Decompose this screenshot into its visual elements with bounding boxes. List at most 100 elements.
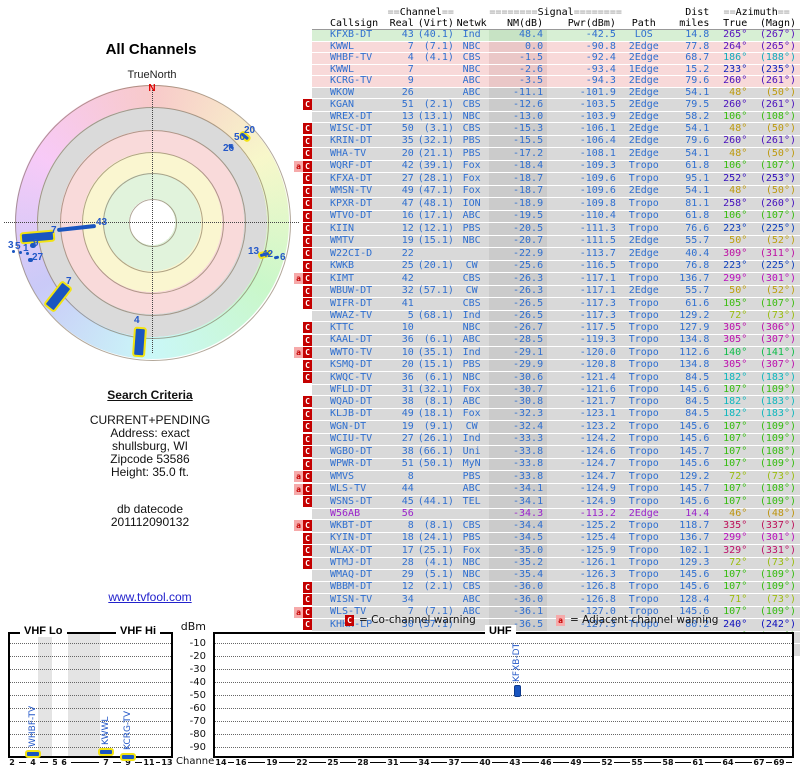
callsign-cell[interactable]: WHBF-TV xyxy=(312,52,388,65)
virtual-channel-cell: (66.1) xyxy=(413,445,454,459)
real-channel-cell: 25 xyxy=(387,260,414,273)
azimuth-magn-cell: (50°) xyxy=(747,87,800,99)
azimuth-true-cell: 264° xyxy=(713,41,748,53)
callsign-cell[interactable]: KGAN xyxy=(312,98,388,112)
warning-markers: C xyxy=(294,581,312,594)
callsign-cell[interactable]: WIFR-DT xyxy=(312,297,388,311)
noise-margin-cell: -2.6 xyxy=(489,64,548,76)
callsign-cell[interactable]: WWAZ-TV xyxy=(312,310,388,322)
callsign-cell[interactable]: KIMT xyxy=(312,272,388,286)
callsign-cell[interactable]: WFLD-DT xyxy=(312,384,388,396)
channel-axis-line xyxy=(10,762,172,763)
callsign-cell[interactable]: WPWR-DT xyxy=(312,458,388,471)
real-channel-cell: 20 xyxy=(387,147,414,161)
virtual-channel-cell: (3.1) xyxy=(413,122,454,136)
callsign-cell[interactable]: KLJB-DT xyxy=(312,408,388,421)
callsign-cell[interactable]: KFXA-DT xyxy=(312,172,388,186)
callsign-cell[interactable]: WLAX-DT xyxy=(312,544,388,558)
path-cell: 2Edge xyxy=(621,508,666,520)
callsign-cell[interactable]: KWKB xyxy=(312,260,388,273)
callsign-cell[interactable]: WMAQ-DT xyxy=(312,569,388,582)
noise-margin-cell: -20.7 xyxy=(489,235,548,248)
azimuth-true-cell: 71° xyxy=(713,593,748,607)
callsign-cell[interactable]: WGN-DT xyxy=(312,420,388,434)
callsign-cell[interactable]: W56AB xyxy=(312,508,388,520)
azimuth-true-cell: 252° xyxy=(713,172,748,186)
callsign-cell[interactable]: WLS-TV xyxy=(312,483,388,496)
callsign-cell[interactable]: WBUW-DT xyxy=(312,285,388,298)
distance-cell: 127.9 xyxy=(665,321,714,335)
noise-margin-cell: -30.7 xyxy=(489,384,548,396)
azimuth-magn-cell: (50°) xyxy=(747,185,800,198)
dbm-axis-label: dBm xyxy=(180,620,206,633)
distance-cell: 128.4 xyxy=(665,593,714,607)
callsign-cell[interactable]: WQRF-DT xyxy=(312,160,388,173)
callsign-cell[interactable]: KAAL-DT xyxy=(312,334,388,347)
power-cell: -117.1 xyxy=(547,272,622,286)
callsign-cell[interactable]: KRIN-DT xyxy=(312,135,388,148)
callsign-cell[interactable]: WTMJ-DT xyxy=(312,557,388,570)
power-cell: -120.0 xyxy=(547,346,622,360)
callsign-cell[interactable]: WQAD-DT xyxy=(312,395,388,409)
distance-cell: 118.7 xyxy=(665,519,714,533)
network-cell xyxy=(453,247,490,261)
callsign-cell[interactable]: WSNS-DT xyxy=(312,495,388,509)
callsign-cell[interactable]: WREX-DT xyxy=(312,111,388,123)
warning-markers: C xyxy=(294,172,312,186)
callsign-cell[interactable]: WKOW xyxy=(312,87,388,99)
callsign-cell[interactable]: KYIN-DT xyxy=(312,532,388,545)
callsign-cell[interactable]: WMTV xyxy=(312,235,388,248)
callsign-cell[interactable]: KWWL xyxy=(312,41,388,53)
callsign-cell[interactable]: WGBO-DT xyxy=(312,445,388,459)
callsign-cell[interactable]: WISN-TV xyxy=(312,593,388,607)
callsign-cell[interactable]: KWWL xyxy=(312,64,388,76)
azimuth-true-cell: 260° xyxy=(713,135,748,148)
callsign-cell[interactable]: WMSN-TV xyxy=(312,185,388,198)
callsign-cell[interactable]: KPXR-DT xyxy=(312,197,388,211)
azimuth-magn-cell: (108°) xyxy=(747,483,800,496)
power-cell: -125.2 xyxy=(547,519,622,533)
path-cell: Tropo xyxy=(621,445,666,459)
callsign-cell[interactable]: WISC-DT xyxy=(312,122,388,136)
power-cell: -120.8 xyxy=(547,359,622,372)
callsign-cell[interactable]: WHA-TV xyxy=(312,147,388,161)
azimuth-true-cell: 107° xyxy=(713,495,748,509)
dbm-tick-label: -70 xyxy=(189,716,206,727)
callsign-cell[interactable]: KTTC xyxy=(312,321,388,335)
callsign-cell[interactable]: KFXB-DT xyxy=(312,29,388,42)
real-channel-cell: 18 xyxy=(387,532,414,545)
callsign-cell[interactable]: WLS-TV xyxy=(312,606,388,619)
warning-markers: C xyxy=(294,285,312,298)
distance-cell: 112.6 xyxy=(665,346,714,360)
callsign-cell[interactable]: WBBM-DT xyxy=(312,581,388,594)
dbm-gridline xyxy=(10,734,171,735)
azimuth-true-cell: 48° xyxy=(713,122,748,136)
warning-markers xyxy=(294,75,312,88)
signal-bar xyxy=(120,752,136,761)
noise-margin-cell: -29.1 xyxy=(489,346,548,360)
real-channel-cell: 31 xyxy=(387,384,414,396)
tvfool-link[interactable]: www.tvfool.com xyxy=(108,590,192,604)
callsign-cell[interactable]: W22CI-D xyxy=(312,247,388,261)
callsign-cell[interactable]: WMVS xyxy=(312,470,388,484)
callsign-cell[interactable]: KCRG-TV xyxy=(312,75,388,88)
callsign-cell[interactable]: KWQC-TV xyxy=(312,371,388,385)
signal-bar-callsign-label: KCRG-TV xyxy=(123,710,133,750)
callsign-cell[interactable]: WTVO-DT xyxy=(312,210,388,223)
network-cell: CBS xyxy=(453,297,490,311)
co-channel-warning-icon: C xyxy=(303,471,312,482)
real-channel-cell: 20 xyxy=(387,359,414,372)
table-row: KWWL 7 NBC -2.6 -93.4 1Edge 15.2 233° (235°) xyxy=(294,64,800,76)
real-channel-cell: 34 xyxy=(387,593,414,607)
callsign-cell[interactable]: WCIU-TV xyxy=(312,433,388,446)
co-channel-warning-icon: C xyxy=(303,160,312,172)
azimuth-true-cell: 50° xyxy=(713,235,748,248)
distance-cell: 54.1 xyxy=(665,87,714,99)
callsign-cell[interactable]: KSMQ-DT xyxy=(312,359,388,372)
callsign-cell[interactable]: KIIN xyxy=(312,222,388,236)
callsign-cell[interactable]: WKBT-DT xyxy=(312,519,388,533)
azimuth-magn-cell: (109°) xyxy=(747,420,800,434)
callsign-cell[interactable]: WWTO-TV xyxy=(312,346,388,360)
azimuth-true-cell: 186° xyxy=(713,52,748,65)
